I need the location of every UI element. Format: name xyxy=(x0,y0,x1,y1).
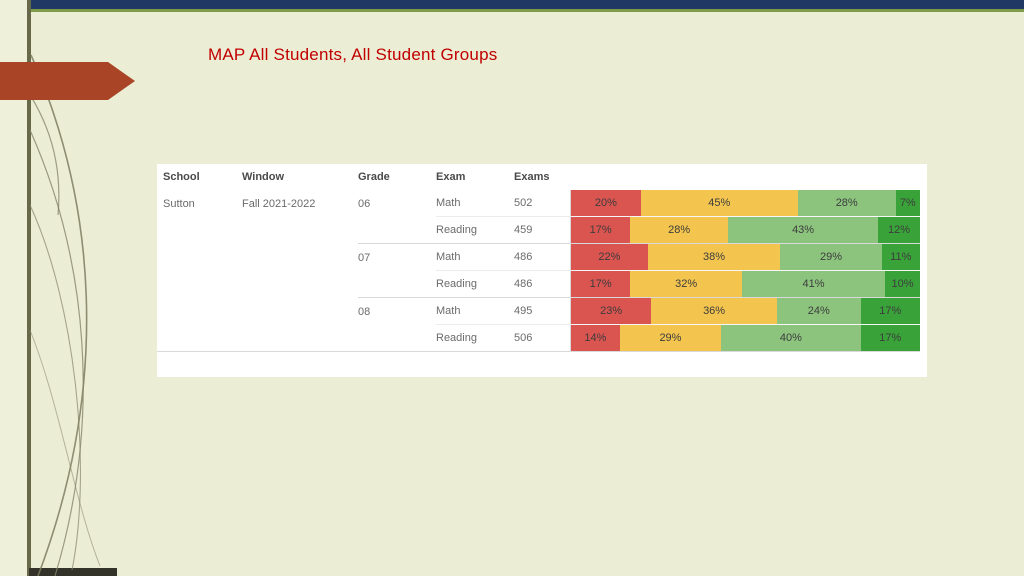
cell-grade xyxy=(358,217,436,244)
cell-grade: 07 xyxy=(358,251,371,264)
cell-window xyxy=(242,271,358,298)
map-table-panel: School Window Grade Exam Exams Sutton Fal… xyxy=(157,164,927,377)
bar-segment-dark-green: 7% xyxy=(895,190,920,216)
bar-segment-red: 17% xyxy=(571,271,631,297)
top-green-accent xyxy=(30,9,1024,12)
bar-segment-yellow: 38% xyxy=(647,244,781,270)
bar-segment-dark-green: 17% xyxy=(860,298,920,324)
bar-segment-yellow: 45% xyxy=(640,190,798,216)
cell-grade xyxy=(358,271,436,298)
bar-segment-green: 43% xyxy=(728,217,879,243)
bar-segment-red: 14% xyxy=(571,325,620,351)
cell-school xyxy=(157,244,242,271)
cell-exam: Math xyxy=(436,244,514,271)
stacked-bar: 20% 45% 28% 7% xyxy=(570,190,920,217)
table-row: Sutton Fall 2021-2022 06 Math 502 20% 45% 28% 7% xyxy=(157,190,927,217)
table-header-row: School Window Grade Exam Exams xyxy=(157,164,927,190)
header-school: School xyxy=(163,171,200,183)
page-title: MAP All Students, All Student Groups xyxy=(208,45,498,64)
bottom-left-stub xyxy=(29,568,117,576)
red-banner-arrow xyxy=(0,62,135,100)
stacked-bar: 14% 29% 40% 17% xyxy=(570,325,920,352)
bar-segment-green: 29% xyxy=(780,244,882,270)
bar-segment-red: 17% xyxy=(571,217,631,243)
cell-grade: 06 xyxy=(358,197,371,210)
bar-segment-green: 28% xyxy=(797,190,896,216)
bar-segment-green: 41% xyxy=(742,271,886,297)
bar-segment-green: 24% xyxy=(776,298,861,324)
table-row: Reading 506 14% 29% 40% 17% xyxy=(157,325,927,352)
cell-window xyxy=(242,298,358,325)
bar-segment-yellow: 36% xyxy=(651,298,777,324)
stacked-bar: 17% 28% 43% 12% xyxy=(570,217,920,244)
cell-exams: 502 xyxy=(514,190,570,217)
cell-exams: 459 xyxy=(514,217,570,244)
header-window: Window xyxy=(242,171,285,183)
header-grade: Grade xyxy=(358,171,390,183)
cell-window xyxy=(242,217,358,244)
cell-window xyxy=(242,325,358,352)
map-table-body: Sutton Fall 2021-2022 06 Math 502 20% 45% 28% 7%… xyxy=(157,190,927,352)
bar-segment-dark-green: 11% xyxy=(881,244,920,270)
cell-school: Sutton xyxy=(163,197,195,210)
bar-segment-yellow: 32% xyxy=(630,271,742,297)
cell-exams: 486 xyxy=(514,244,570,271)
stacked-bar: 17% 32% 41% 10% xyxy=(570,271,920,298)
cell-school xyxy=(157,298,242,325)
stacked-bar: 22% 38% 29% 11% xyxy=(570,244,920,271)
cell-exam: Reading xyxy=(436,271,514,298)
cell-window xyxy=(242,244,358,271)
cell-school xyxy=(157,325,242,352)
stacked-bar: 23% 36% 24% 17% xyxy=(570,298,920,325)
cell-exams: 506 xyxy=(514,325,570,352)
cell-school xyxy=(157,217,242,244)
bar-segment-red: 20% xyxy=(571,190,641,216)
bar-segment-red: 22% xyxy=(571,244,648,270)
cell-exam: Reading xyxy=(436,217,514,244)
table-row: Reading 459 17% 28% 43% 12% xyxy=(157,217,927,244)
bar-segment-yellow: 29% xyxy=(619,325,722,351)
table-row: Reading 486 17% 32% 41% 10% xyxy=(157,271,927,298)
bar-segment-dark-green: 17% xyxy=(860,325,920,351)
header-exams: Exams xyxy=(514,171,550,183)
cell-grade xyxy=(358,325,436,352)
cell-grade: 08 xyxy=(358,305,371,318)
table-row: 08 Math 495 23% 36% 24% 17% xyxy=(157,298,927,325)
cell-exams: 486 xyxy=(514,271,570,298)
table-row: 07 Math 486 22% 38% 29% 11% xyxy=(157,244,927,271)
cell-exam: Math xyxy=(436,298,514,325)
bar-segment-yellow: 28% xyxy=(630,217,729,243)
cell-school xyxy=(157,271,242,298)
bar-segment-dark-green: 10% xyxy=(885,271,920,297)
header-exam: Exam xyxy=(436,171,466,183)
bar-segment-red: 23% xyxy=(571,298,652,324)
bar-segment-dark-green: 12% xyxy=(878,217,920,243)
left-vertical-rule xyxy=(27,0,31,576)
cell-exam: Math xyxy=(436,190,514,217)
cell-window: Fall 2021-2022 xyxy=(242,197,316,210)
bar-segment-green: 40% xyxy=(721,325,861,351)
cell-exams: 495 xyxy=(514,298,570,325)
cell-exam: Reading xyxy=(436,325,514,352)
top-navy-bar xyxy=(30,0,1024,9)
